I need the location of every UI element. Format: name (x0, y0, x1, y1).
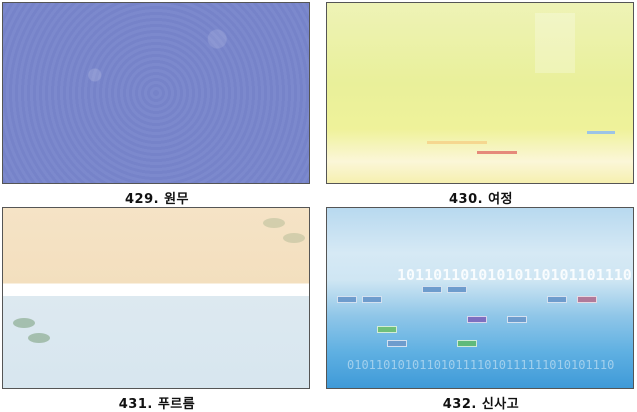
binary-text-2: 0101101010110101111010111111010101110 (347, 358, 615, 372)
data-block (387, 340, 407, 347)
data-block (362, 296, 382, 303)
background-thumbnail-429[interactable] (2, 2, 310, 184)
data-block (547, 296, 567, 303)
leaf-decor (263, 218, 285, 228)
caption-429: 429. 원무 (124, 192, 190, 207)
leaf-decor (13, 318, 35, 328)
caption-431: 431. 푸르름 (118, 397, 196, 412)
data-block (577, 296, 597, 303)
decor-squares (535, 13, 575, 73)
binary-text: 101101101010101101011011101011011 (397, 266, 633, 284)
data-block (422, 286, 442, 293)
decor-bar (427, 141, 487, 144)
leaf-decor (28, 333, 50, 343)
decor-bar (587, 131, 615, 134)
background-thumbnail-430[interactable] (326, 2, 634, 184)
leaf-decor (283, 233, 305, 243)
background-thumbnail-431[interactable] (2, 207, 310, 389)
background-thumbnail-432[interactable]: 101101101010101101011011101011011 010110… (326, 207, 634, 389)
data-block (337, 296, 357, 303)
data-block (467, 316, 487, 323)
data-block (377, 326, 397, 333)
caption-432: 432. 신사고 (442, 397, 520, 412)
data-block (447, 286, 467, 293)
data-block (457, 340, 477, 347)
decor-bar (477, 151, 517, 154)
data-block (507, 316, 527, 323)
caption-430: 430. 여정 (448, 192, 514, 207)
